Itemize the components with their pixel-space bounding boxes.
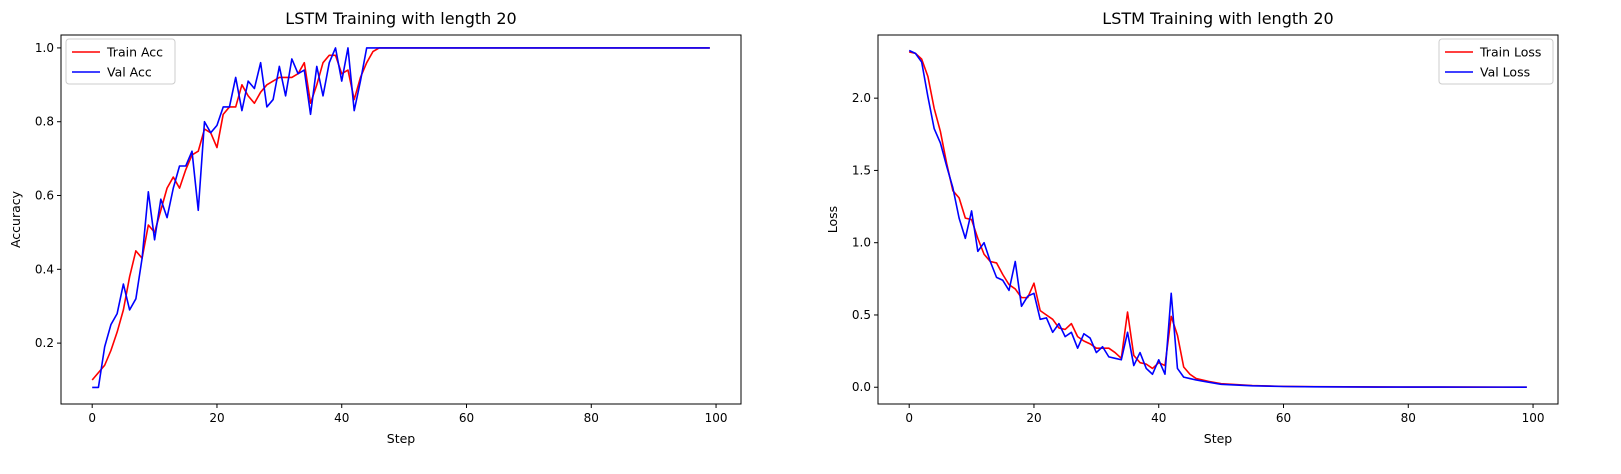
x-tick-label: 80 [1401,411,1416,425]
series-line-val-acc [92,47,710,389]
axes-frame [877,34,1559,405]
series-group [908,49,1527,388]
x-tick-label: 0 [88,411,96,425]
y-tick-label: 0.2 [35,336,54,350]
series-line-val-loss [908,49,1527,388]
x-tick-label: 100 [705,411,728,425]
series-line-train-loss [909,51,1527,388]
x-axis-label: Step [387,431,416,446]
x-tick-label: 60 [1276,411,1291,425]
x-tick-label: 100 [1522,411,1545,425]
y-tick-label: 1.0 [852,236,871,250]
y-tick-label: 0.8 [35,115,54,129]
x-tick-label: 40 [1151,411,1166,425]
x-tick-label: 80 [584,411,599,425]
y-tick-label: 0.5 [852,308,871,322]
y-tick-label: 0.4 [35,262,54,276]
legend-label: Train Acc [106,45,163,60]
chart-panel-1: LSTM Training with length 20 0 20 40 60 80 100… [8,9,742,446]
x-tick-label: 20 [1026,411,1041,425]
legend-label: Val Acc [107,65,152,80]
series-line-train-acc [91,47,710,381]
chart-title: LSTM Training with length 20 [1102,9,1333,28]
x-tick-label: 0 [905,411,913,425]
chart-title: LSTM Training with length 20 [285,9,516,28]
x-tick-label: 40 [334,411,349,425]
axes-frame [60,34,742,405]
y-tick-label: 1.0 [35,41,54,55]
y-tick-label: 0.0 [852,380,871,394]
legend: Train Loss Val Loss [1438,38,1554,85]
y-tick-label: 0.6 [35,189,54,203]
y-tick-label: 1.5 [852,163,871,177]
legend-label: Train Loss [1479,45,1541,60]
chart-panel-2: LSTM Training with length 20 0 20 40 60 80 100… [825,9,1559,446]
series-group [91,47,710,389]
x-tick-label: 60 [459,411,474,425]
x-tick-label: 20 [209,411,224,425]
y-axis-label: Loss [825,206,840,233]
legend-label: Val Loss [1480,65,1530,80]
y-tick-label: 2.0 [852,91,871,105]
x-axis-label: Step [1204,431,1233,446]
legend: Train Acc Val Acc [65,38,176,85]
y-axis-label: Accuracy [8,190,23,248]
